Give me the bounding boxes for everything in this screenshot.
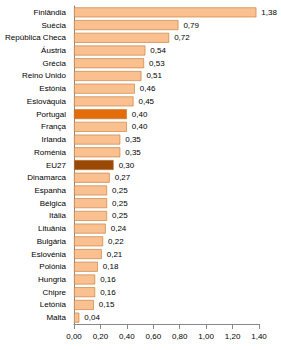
svg-text:0,25: 0,25 [112,199,128,208]
svg-text:Bélgica: Bélgica [40,199,67,208]
svg-text:0,27: 0,27 [115,173,131,182]
svg-text:Lituânia: Lituânia [38,224,67,233]
svg-text:Estónia: Estónia [39,84,66,93]
svg-text:1,20: 1,20 [225,332,241,341]
svg-text:Eslováquia: Eslováquia [27,97,67,106]
svg-text:0,25: 0,25 [112,186,128,195]
svg-text:Letónia: Letónia [40,300,67,309]
svg-text:1,00: 1,00 [198,332,214,341]
svg-text:0,20: 0,20 [93,332,109,341]
svg-text:Finlândia: Finlândia [34,8,67,17]
svg-text:Suécia: Suécia [42,21,67,30]
svg-text:0,16: 0,16 [100,288,116,297]
svg-text:0,45: 0,45 [138,97,154,106]
svg-text:0,40: 0,40 [132,110,148,119]
svg-text:0,18: 0,18 [103,262,119,271]
svg-text:0,16: 0,16 [100,275,116,284]
svg-text:EU27: EU27 [46,161,67,170]
svg-text:0,24: 0,24 [111,224,127,233]
svg-text:Chipre: Chipre [42,288,66,297]
svg-text:0,40: 0,40 [119,332,135,341]
svg-text:Reino Unido: Reino Unido [22,71,67,80]
svg-text:0,72: 0,72 [174,33,190,42]
svg-text:0,53: 0,53 [149,59,165,68]
svg-text:0,40: 0,40 [132,122,148,131]
svg-text:0,60: 0,60 [145,332,161,341]
svg-text:Irlanda: Irlanda [42,135,67,144]
svg-text:Bulgária: Bulgária [37,237,67,246]
svg-text:Grécia: Grécia [42,59,66,68]
svg-text:1,40: 1,40 [251,332,267,341]
svg-text:Espanha: Espanha [34,186,66,195]
svg-text:0,35: 0,35 [125,148,141,157]
svg-text:Roménia: Roménia [34,148,67,157]
svg-text:0,80: 0,80 [172,332,188,341]
svg-text:1,38: 1,38 [261,8,277,17]
svg-text:0,22: 0,22 [108,237,124,246]
svg-text:0,15: 0,15 [99,300,115,309]
svg-text:0,30: 0,30 [119,161,135,170]
svg-text:0,21: 0,21 [107,250,123,259]
svg-text:República Checa: República Checa [5,33,66,42]
svg-text:Portugal: Portugal [36,110,66,119]
svg-text:Itália: Itália [49,211,66,220]
svg-text:0,51: 0,51 [146,71,162,80]
svg-text:Eslovénia: Eslovénia [31,250,66,259]
svg-text:Malta: Malta [46,313,66,322]
svg-text:Áustria: Áustria [41,46,66,55]
svg-text:Dinamarca: Dinamarca [27,173,66,182]
svg-text:0,04: 0,04 [84,313,100,322]
svg-text:0,00: 0,00 [66,332,82,341]
svg-text:0,46: 0,46 [140,84,156,93]
svg-text:0,35: 0,35 [125,135,141,144]
svg-text:0,54: 0,54 [150,46,166,55]
svg-text:Hungria: Hungria [38,275,67,284]
svg-text:0,25: 0,25 [112,211,128,220]
svg-text:França: França [41,122,66,131]
svg-text:Polónia: Polónia [39,262,66,271]
svg-text:0,79: 0,79 [183,21,199,30]
